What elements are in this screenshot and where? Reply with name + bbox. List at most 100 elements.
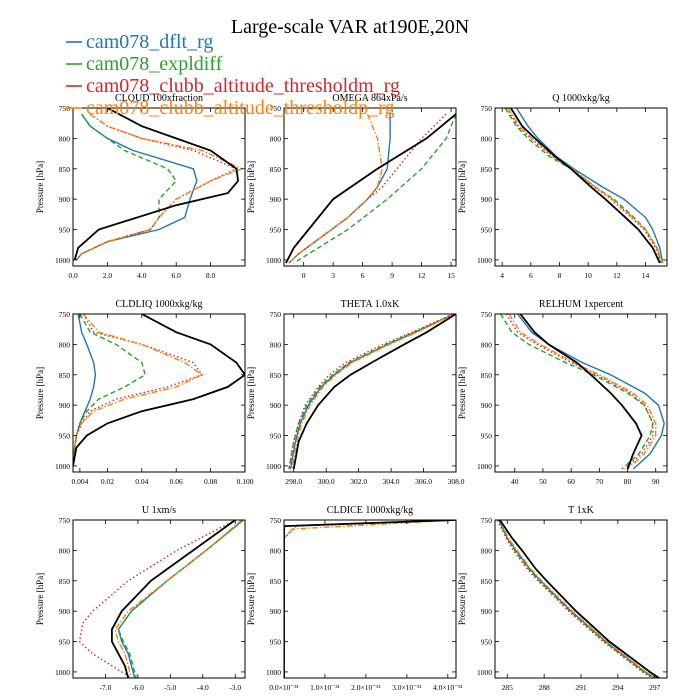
panel-7: CLDICE 1000xkg/kg 0.0×10⁻³¹ 1.0×10⁻³¹ 2.0×1… bbox=[246, 505, 463, 692]
x-tick-label: 285 bbox=[502, 683, 514, 692]
x-tick-label: 297 bbox=[649, 683, 661, 692]
x-tick-label: 0.0×10⁻³¹ bbox=[269, 683, 299, 692]
y-tick-label: 1000 bbox=[55, 256, 70, 265]
y-tick-label: 1000 bbox=[266, 462, 281, 471]
plot-frame bbox=[494, 519, 668, 679]
x-tick-label: 8 bbox=[558, 271, 562, 280]
series-line-2 bbox=[288, 314, 454, 470]
panel-title: U 1xm/s bbox=[142, 505, 176, 516]
series-line-3 bbox=[73, 314, 204, 466]
series-line-3 bbox=[114, 520, 243, 678]
series-line-0 bbox=[284, 520, 456, 678]
x-tick-label: 6.0 bbox=[172, 271, 182, 280]
series-line-1 bbox=[500, 314, 654, 470]
y-tick-label: 950 bbox=[481, 226, 493, 235]
x-tick-label: 3 bbox=[331, 271, 335, 280]
legend-label: cam078_clubb_altitude_thresholdm_rg bbox=[86, 75, 400, 97]
y-tick-label: 950 bbox=[59, 226, 71, 235]
y-tick-label: 900 bbox=[481, 607, 493, 616]
x-tick-label: -3.0 bbox=[229, 683, 241, 692]
x-tick-label: -7.0 bbox=[100, 683, 112, 692]
x-tick-label: 298.0 bbox=[285, 477, 302, 486]
y-axis-label: Pressure [hPa] bbox=[35, 573, 45, 625]
y-tick-label: 750 bbox=[59, 310, 71, 319]
y-tick-label: 800 bbox=[481, 134, 493, 143]
x-tick-label: 14 bbox=[642, 271, 650, 280]
y-tick-label: 950 bbox=[270, 638, 282, 647]
y-tick-label: 900 bbox=[481, 195, 493, 204]
legend-item-2: cam078_clubb_altitude_thresholdm_rg bbox=[66, 75, 400, 97]
x-tick-label: 6 bbox=[529, 271, 533, 280]
series-line-3 bbox=[499, 520, 658, 678]
y-tick-label: 750 bbox=[481, 310, 493, 319]
y-tick-label: 900 bbox=[59, 401, 71, 410]
x-tick-label: 40 bbox=[511, 477, 519, 486]
x-tick-label: 15 bbox=[447, 271, 455, 280]
panel-title: CLOUD 100xfraction bbox=[115, 93, 203, 104]
y-axis-label: Pressure [hPa] bbox=[457, 573, 467, 625]
y-tick-label: 800 bbox=[59, 134, 71, 143]
y-axis-label: Pressure [hPa] bbox=[35, 367, 45, 419]
x-tick-label: 10 bbox=[584, 271, 592, 280]
series-line-2 bbox=[505, 108, 662, 264]
series-line-4 bbox=[73, 108, 240, 261]
x-tick-label: 0.100 bbox=[237, 477, 254, 486]
y-tick-label: 850 bbox=[481, 577, 493, 586]
series-line-4 bbox=[519, 314, 643, 470]
series-line-2 bbox=[288, 113, 447, 264]
legend-label: cam078_expldiff bbox=[86, 53, 223, 75]
x-tick-label: 0.004 bbox=[71, 477, 88, 486]
y-tick-label: 850 bbox=[481, 371, 493, 380]
panel-title: Q 1000xkg/kg bbox=[552, 93, 610, 104]
y-tick-label: 750 bbox=[59, 104, 71, 113]
series-line-3 bbox=[288, 113, 384, 264]
x-tick-label: 294 bbox=[612, 683, 624, 692]
y-tick-label: 800 bbox=[270, 134, 282, 143]
series-line-3 bbox=[75, 113, 244, 261]
panel-title: OMEGA 864xPa/s bbox=[332, 93, 407, 104]
y-axis-label: Pressure [hPa] bbox=[457, 161, 467, 213]
series-line-2 bbox=[284, 520, 456, 678]
y-tick-label: 850 bbox=[59, 577, 71, 586]
panel-title: THETA 1.0xK bbox=[341, 299, 400, 310]
x-tick-label: 4 bbox=[500, 271, 504, 280]
x-tick-label: 0.0 bbox=[68, 271, 78, 280]
y-tick-label: 800 bbox=[59, 340, 71, 349]
legend-label: cam078_clubb_altitude_thresholdp_rg bbox=[86, 97, 394, 119]
x-tick-label: 302.0 bbox=[350, 477, 367, 486]
y-tick-label: 950 bbox=[270, 432, 282, 441]
x-tick-label: 0 bbox=[302, 271, 306, 280]
plot-frame bbox=[494, 313, 668, 473]
y-axis-label: Pressure [hPa] bbox=[35, 161, 45, 213]
series-line-1 bbox=[498, 520, 656, 678]
x-tick-label: 300.0 bbox=[318, 477, 335, 486]
y-tick-label: 750 bbox=[59, 516, 71, 525]
series-line-2 bbox=[75, 113, 239, 261]
y-tick-label: 1000 bbox=[55, 462, 70, 471]
series-line-0 bbox=[117, 520, 244, 678]
y-tick-label: 900 bbox=[59, 195, 71, 204]
x-tick-label: 6 bbox=[361, 271, 365, 280]
y-tick-label: 950 bbox=[59, 432, 71, 441]
series-line-2 bbox=[505, 314, 654, 470]
panel-0: CLOUD 100xfraction 0.0 2.0 4.0 6.0 8.0 750 800 8… bbox=[35, 93, 246, 280]
x-tick-label: -5.0 bbox=[164, 683, 176, 692]
panel-title: CLDICE 1000xkg/kg bbox=[327, 505, 413, 516]
x-tick-label: 8.0 bbox=[206, 271, 216, 280]
x-tick-label: -6.0 bbox=[132, 683, 144, 692]
y-tick-label: 900 bbox=[270, 607, 282, 616]
x-tick-label: 80 bbox=[624, 477, 632, 486]
series-line-1 bbox=[75, 113, 178, 261]
y-tick-label: 750 bbox=[270, 310, 282, 319]
figure-title: Large-scale VAR at190E,20N bbox=[231, 16, 469, 38]
series-line-0 bbox=[515, 108, 664, 264]
legend-label: cam078_dflt_rg bbox=[86, 31, 213, 53]
y-tick-label: 750 bbox=[270, 104, 282, 113]
plot-frame bbox=[283, 519, 457, 679]
y-tick-label: 1000 bbox=[477, 668, 492, 677]
x-tick-label: 308.0 bbox=[448, 477, 465, 486]
series-line-4 bbox=[284, 520, 456, 678]
plot-frame bbox=[283, 313, 457, 473]
series-line-0 bbox=[498, 520, 657, 678]
